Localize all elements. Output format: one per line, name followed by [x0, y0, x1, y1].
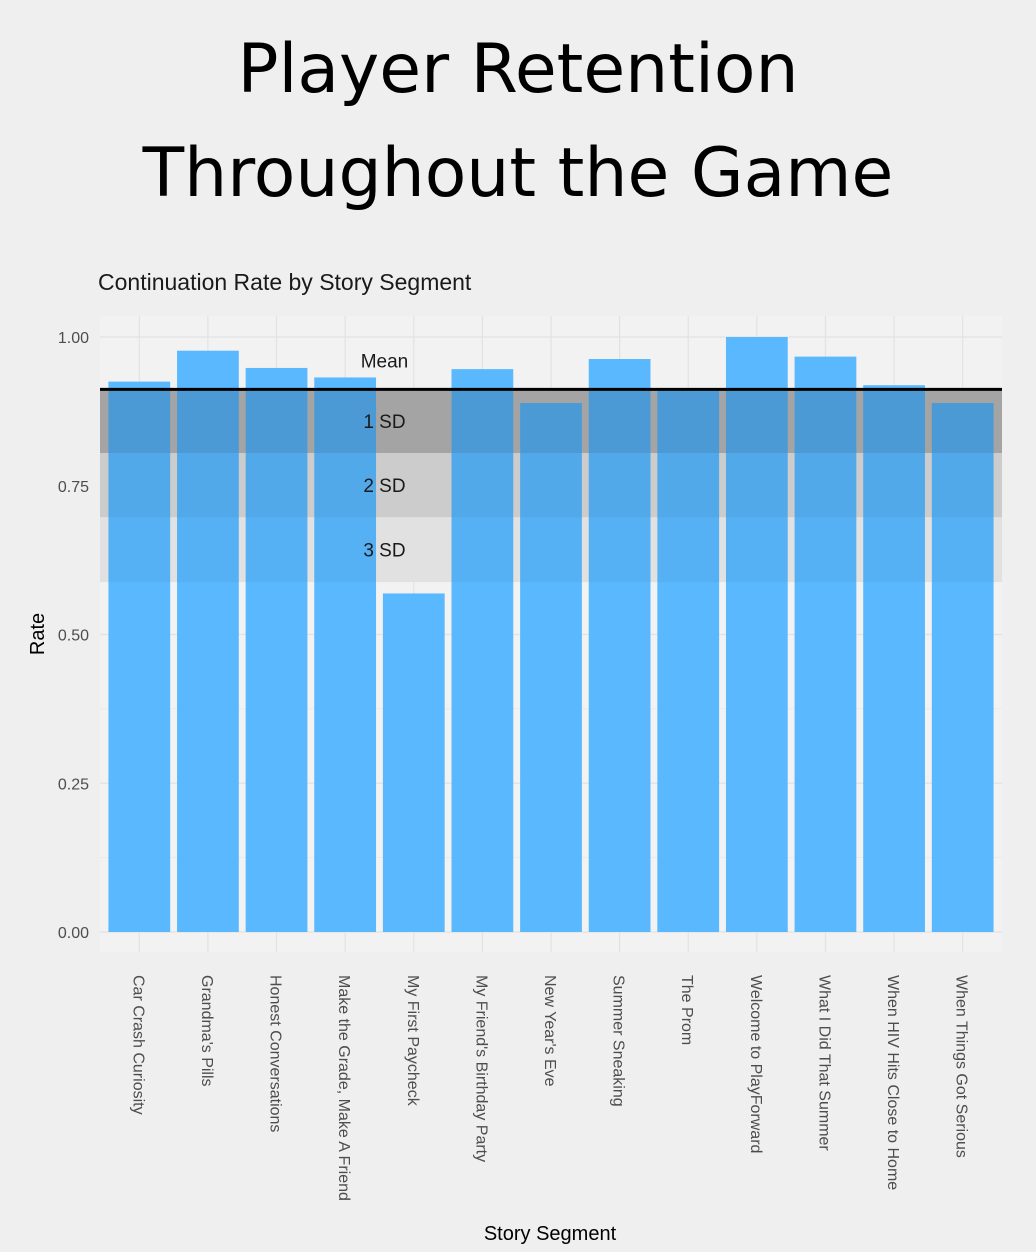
- band-label: 3 SD: [363, 541, 405, 562]
- bar: [382, 593, 445, 932]
- x-tick-label: Car Crash Curiosity: [129, 975, 146, 1115]
- x-tick-label: When Things Got Serious: [953, 975, 970, 1158]
- y-axis-ticks: 0.00 0.25 0.50 0.75 1.00: [58, 330, 89, 942]
- x-tick-label: My Friend's Birthday Party: [472, 975, 489, 1162]
- page-title-line-2: Throughout the Game: [142, 134, 894, 213]
- bars: [108, 337, 994, 933]
- bar: [863, 385, 925, 932]
- y-axis-label: Rate: [27, 613, 49, 655]
- x-tick-label: What I Did That Summer: [815, 975, 832, 1151]
- x-tick-label: When HIV Hits Close to Home: [884, 975, 901, 1190]
- y-tick-label: 0.50: [58, 628, 89, 645]
- bar: [108, 381, 171, 932]
- y-tick-label: 1.00: [58, 330, 89, 347]
- x-tick-label: Welcome to PlayForward: [747, 975, 764, 1153]
- y-tick-label: 0.75: [58, 479, 89, 496]
- x-tick-label: Summer Sneaking: [610, 975, 627, 1107]
- x-tick-label: Make the Grade, Make A Friend: [335, 975, 352, 1201]
- y-tick-label: 0.00: [58, 925, 89, 942]
- bar: [520, 403, 582, 932]
- bar: [931, 403, 994, 932]
- x-tick-label: Grandma's Pills: [198, 975, 215, 1087]
- band-label: 1 SD: [363, 412, 405, 433]
- band-labels: Mean 1 SD 2 SD 3 SD: [361, 351, 409, 561]
- chart-title: Continuation Rate by Story Segment: [98, 269, 472, 295]
- page-title-line-1: Player Retention: [237, 30, 799, 109]
- x-tick-label: Honest Conversations: [267, 975, 284, 1132]
- x-tick-label: New Year's Eve: [541, 975, 558, 1087]
- bar: [245, 367, 308, 932]
- bar: [794, 356, 857, 932]
- x-axis-label: Story Segment: [484, 1223, 617, 1245]
- bar: [588, 359, 651, 932]
- bar: [314, 377, 377, 933]
- x-tick-label: My First Paycheck: [404, 975, 421, 1107]
- mean-label: Mean: [361, 351, 409, 372]
- bar: [657, 390, 720, 932]
- page-title: Player Retention Throughout the Game: [0, 18, 1036, 226]
- x-tick-label: The Prom: [678, 975, 695, 1045]
- y-tick-label: 0.25: [58, 776, 89, 793]
- bar: [177, 350, 239, 932]
- bar: [725, 337, 788, 932]
- bar: [451, 369, 514, 932]
- x-axis-ticks: Car Crash Curiosity Grandma's Pills Honest…: [129, 975, 969, 1201]
- band-label: 2 SD: [363, 476, 405, 497]
